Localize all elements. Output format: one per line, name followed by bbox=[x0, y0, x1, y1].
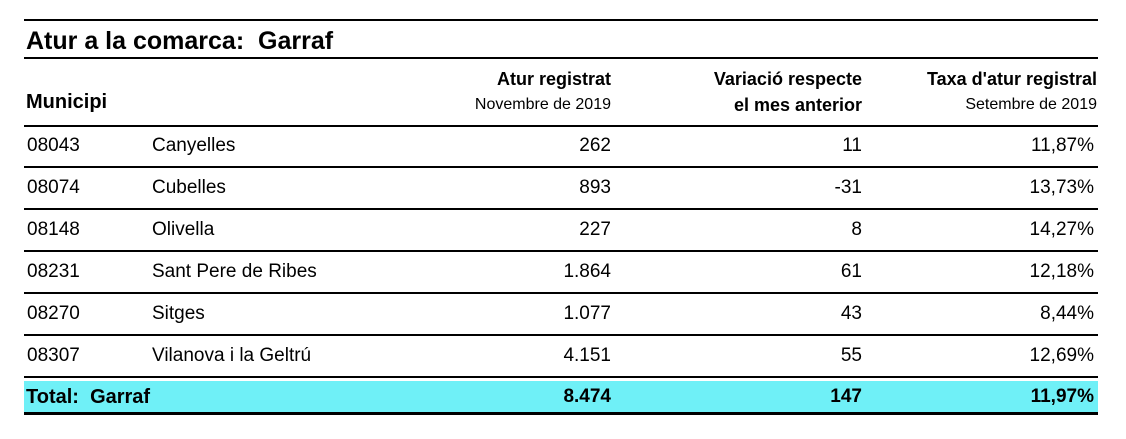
column-title: Atur registrat bbox=[496, 69, 611, 89]
cell-code: 08270 bbox=[27, 303, 80, 324]
cell-value: 11,87% bbox=[1030, 135, 1094, 156]
total-value: 147 bbox=[830, 386, 862, 407]
cell-name: Vilanova i la Geltrú bbox=[152, 345, 312, 366]
rule bbox=[24, 125, 1098, 127]
total-label: Total: Garraf bbox=[26, 386, 151, 408]
cell-code: 08074 bbox=[27, 177, 80, 198]
cell-name: Canyelles bbox=[152, 135, 236, 156]
rule bbox=[24, 250, 1098, 252]
rule bbox=[24, 334, 1098, 336]
cell-code: 08231 bbox=[27, 261, 80, 282]
cell-value: 227 bbox=[579, 219, 611, 240]
rule bbox=[24, 57, 1098, 59]
rule bbox=[24, 412, 1098, 415]
cell-value: 61 bbox=[840, 261, 862, 282]
cell-value: 12,69% bbox=[1029, 345, 1094, 366]
cell-value: 1.077 bbox=[563, 303, 611, 324]
total-value: 8.474 bbox=[563, 386, 611, 407]
cell-value: 8,44% bbox=[1040, 303, 1094, 324]
cell-name: Olivella bbox=[152, 219, 215, 240]
rule bbox=[24, 208, 1098, 210]
total-value: 11,97% bbox=[1030, 386, 1094, 407]
cell-code: 08043 bbox=[27, 135, 80, 156]
rule bbox=[24, 376, 1098, 378]
cell-name: Cubelles bbox=[152, 177, 226, 198]
cell-code: 08307 bbox=[27, 345, 80, 366]
cell-value: 14,27% bbox=[1029, 219, 1094, 240]
cell-name: Sitges bbox=[152, 303, 205, 324]
cell-value: 11 bbox=[842, 135, 862, 156]
cell-name: Sant Pere de Ribes bbox=[152, 261, 317, 282]
cell-value: 262 bbox=[579, 135, 611, 156]
column-title: Variació respecte bbox=[713, 69, 862, 89]
column-subtitle: el mes anterior bbox=[733, 95, 862, 115]
cell-value: 55 bbox=[840, 345, 862, 366]
column-subtitle: Novembre de 2019 bbox=[474, 96, 611, 113]
rule bbox=[24, 292, 1098, 294]
cell-value: 1.864 bbox=[563, 261, 611, 282]
total-band bbox=[24, 381, 1098, 412]
rule bbox=[24, 166, 1098, 168]
header-municipi: Municipi bbox=[26, 91, 108, 113]
cell-value: 12,18% bbox=[1029, 261, 1094, 282]
cell-value: 43 bbox=[840, 303, 862, 324]
cell-value: 893 bbox=[579, 177, 611, 198]
rule bbox=[24, 19, 1098, 21]
cell-value: 8 bbox=[851, 219, 862, 240]
cell-value: 4.151 bbox=[563, 345, 611, 366]
cell-value: 13,73% bbox=[1029, 177, 1094, 198]
cell-code: 08148 bbox=[27, 219, 80, 240]
column-title: Taxa d'atur registral bbox=[926, 69, 1097, 89]
title: Atur a la comarca: Garraf bbox=[26, 27, 334, 55]
cell-value: -31 bbox=[834, 177, 862, 198]
column-subtitle: Setembre de 2019 bbox=[965, 96, 1097, 113]
